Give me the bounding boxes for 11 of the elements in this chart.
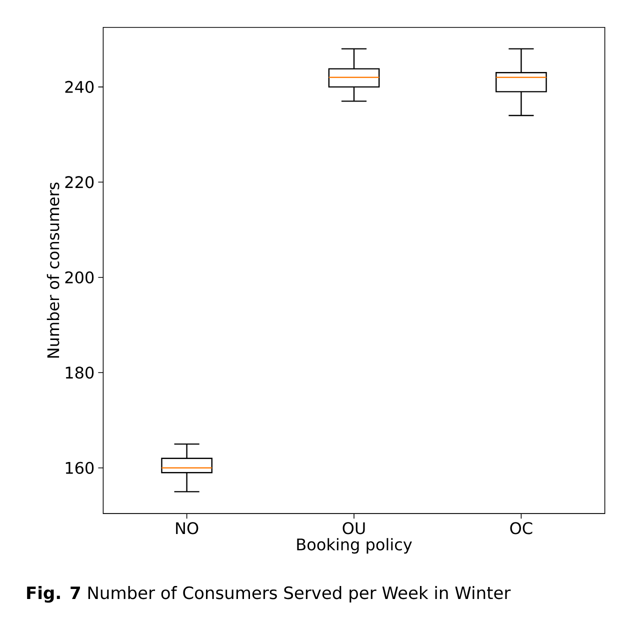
y-tick-label: 220 [65, 176, 94, 188]
y-tick-label: 200 [65, 271, 94, 284]
x-axis-title: Booking policy [297, 538, 412, 554]
x-tick-label: OU [342, 522, 365, 534]
text: Fig. 7 Number of Consumers Served per Week in Winter [27, 586, 511, 603]
y-axis-title: Number of consumers [46, 182, 60, 358]
x-tick-label: OC [510, 522, 532, 534]
x-tick-label: NO [176, 522, 198, 534]
y-tick-label: 240 [65, 80, 94, 93]
y-tick-label: 180 [66, 366, 94, 379]
y-tick-label: 160 [66, 462, 94, 474]
